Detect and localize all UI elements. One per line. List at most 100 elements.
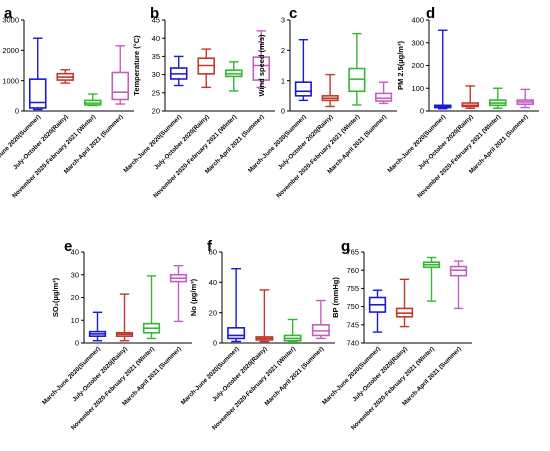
box-2	[395, 278, 414, 328]
y-tick-label: 755	[346, 284, 359, 293]
box-2	[197, 48, 216, 89]
x-category-label: July-October 2020(Rainy)	[12, 113, 70, 171]
y-tick-label: 10	[71, 316, 79, 325]
y-axis-label: PM 2.5(µg/m³)	[396, 41, 405, 90]
y-tick-label: 760	[346, 266, 359, 275]
y-tick-label: 60	[209, 248, 217, 257]
y-tick-label: 765	[346, 248, 359, 257]
y-tick-label: 40	[152, 34, 160, 43]
y-tick-label: 25	[152, 88, 160, 97]
y-tick-label: 100	[411, 84, 424, 93]
y-tick-label: 20	[152, 107, 160, 116]
box-iqr	[227, 327, 246, 340]
x-category-label: July-October 2020(Rainy)	[71, 345, 129, 403]
box-4	[111, 45, 130, 105]
panel-f: f 0 20 40 60 No (µg/m³) March-June 2020(Summer…	[180, 238, 335, 432]
box-3	[142, 275, 161, 340]
y-tick-label: 400	[411, 16, 424, 25]
x-category-label: March-April 2021 (Summer)	[63, 113, 125, 175]
x-category-label: July-October 2020(Rainy)	[153, 113, 211, 171]
y-axis-label: Temperature (°C)	[132, 35, 141, 96]
panel-letter: d	[426, 5, 435, 22]
box-iqr	[252, 56, 271, 81]
panel-a: a0100020003000No.of_CasesMarch-June 2020…	[0, 5, 134, 200]
box-4	[252, 30, 271, 89]
box-iqr	[28, 78, 47, 109]
x-category-label: March-April 2021 (Summer)	[121, 345, 183, 407]
box-2	[255, 289, 274, 343]
x-category-label: March-April 2021 (Summer)	[401, 345, 463, 407]
box-iqr	[294, 81, 312, 97]
panel-letter: c	[289, 5, 297, 22]
y-tick-label: 200	[411, 61, 424, 70]
panel-letter: e	[64, 238, 72, 255]
y-tick-label: 0	[281, 107, 285, 116]
y-tick-label: 2000	[2, 46, 19, 55]
box-3	[83, 93, 102, 107]
y-tick-label: 1	[281, 76, 285, 85]
y-tick-label: 20	[209, 308, 217, 317]
box-2	[321, 73, 339, 108]
panel-letter: g	[341, 238, 350, 255]
x-category-label: July-October 2020(Rainy)	[211, 345, 269, 403]
box-4	[169, 264, 188, 323]
y-tick-label: 45	[152, 16, 160, 25]
y-tick-label: 30	[152, 70, 160, 79]
panel-letter: f	[207, 238, 213, 255]
box-2	[56, 69, 75, 84]
box-2	[461, 85, 480, 109]
y-tick-label: 30	[71, 270, 79, 279]
y-tick-label: 300	[411, 38, 424, 47]
y-tick-label: 0	[420, 107, 424, 116]
box-1	[294, 39, 312, 102]
box-3	[224, 61, 243, 92]
box-iqr	[111, 71, 130, 101]
panel-letter: a	[4, 5, 13, 22]
box-iqr	[449, 265, 468, 277]
box-4	[311, 299, 330, 340]
y-tick-label: 3	[281, 16, 285, 25]
box-4	[516, 88, 535, 109]
box-4	[375, 81, 393, 105]
box-iqr	[375, 92, 393, 102]
y-tick-label: 745	[346, 320, 359, 329]
x-category-label: July-October 2020(Rainy)	[417, 113, 475, 171]
box-3	[488, 87, 507, 109]
y-tick-label: 35	[152, 52, 160, 61]
y-axis-label: Wind speed (m/s)	[257, 34, 266, 97]
box-2	[115, 293, 134, 342]
y-axis-label: No (µg/m³)	[189, 278, 198, 316]
y-tick-label: 1000	[2, 76, 19, 85]
y-tick-label: 3000	[2, 16, 19, 25]
box-1	[169, 55, 188, 87]
y-tick-label: 0	[213, 339, 217, 348]
box-1	[227, 267, 246, 343]
x-category-label: March-April 2021 (Summer)	[263, 345, 325, 407]
y-tick-label: 2	[281, 46, 285, 55]
x-category-label: July-October 2020(Rainy)	[277, 113, 335, 171]
x-category-label: March-April 2021 (Summer)	[468, 113, 530, 175]
x-category-label: March-April 2021 (Summer)	[326, 113, 388, 175]
x-category-label: March-June 2020(Summer)	[180, 345, 241, 406]
box-1	[28, 37, 47, 111]
y-tick-label: 40	[209, 278, 217, 287]
y-axis-label: SO₂(µg/m³)	[51, 277, 60, 317]
box-3	[422, 256, 441, 302]
box-1	[433, 29, 452, 110]
x-category-label: July-October 2020(Rainy)	[351, 345, 409, 403]
y-tick-label: 40	[71, 248, 79, 257]
box-3	[348, 32, 366, 106]
box-1	[88, 311, 107, 342]
box-3	[283, 318, 302, 343]
box-1	[368, 289, 387, 333]
y-tick-label: 0	[75, 339, 79, 348]
y-tick-label: 0	[15, 107, 19, 116]
y-tick-label: 20	[71, 293, 79, 302]
y-axis-label: BP (mmHg)	[331, 277, 340, 318]
y-tick-label: 750	[346, 302, 359, 311]
